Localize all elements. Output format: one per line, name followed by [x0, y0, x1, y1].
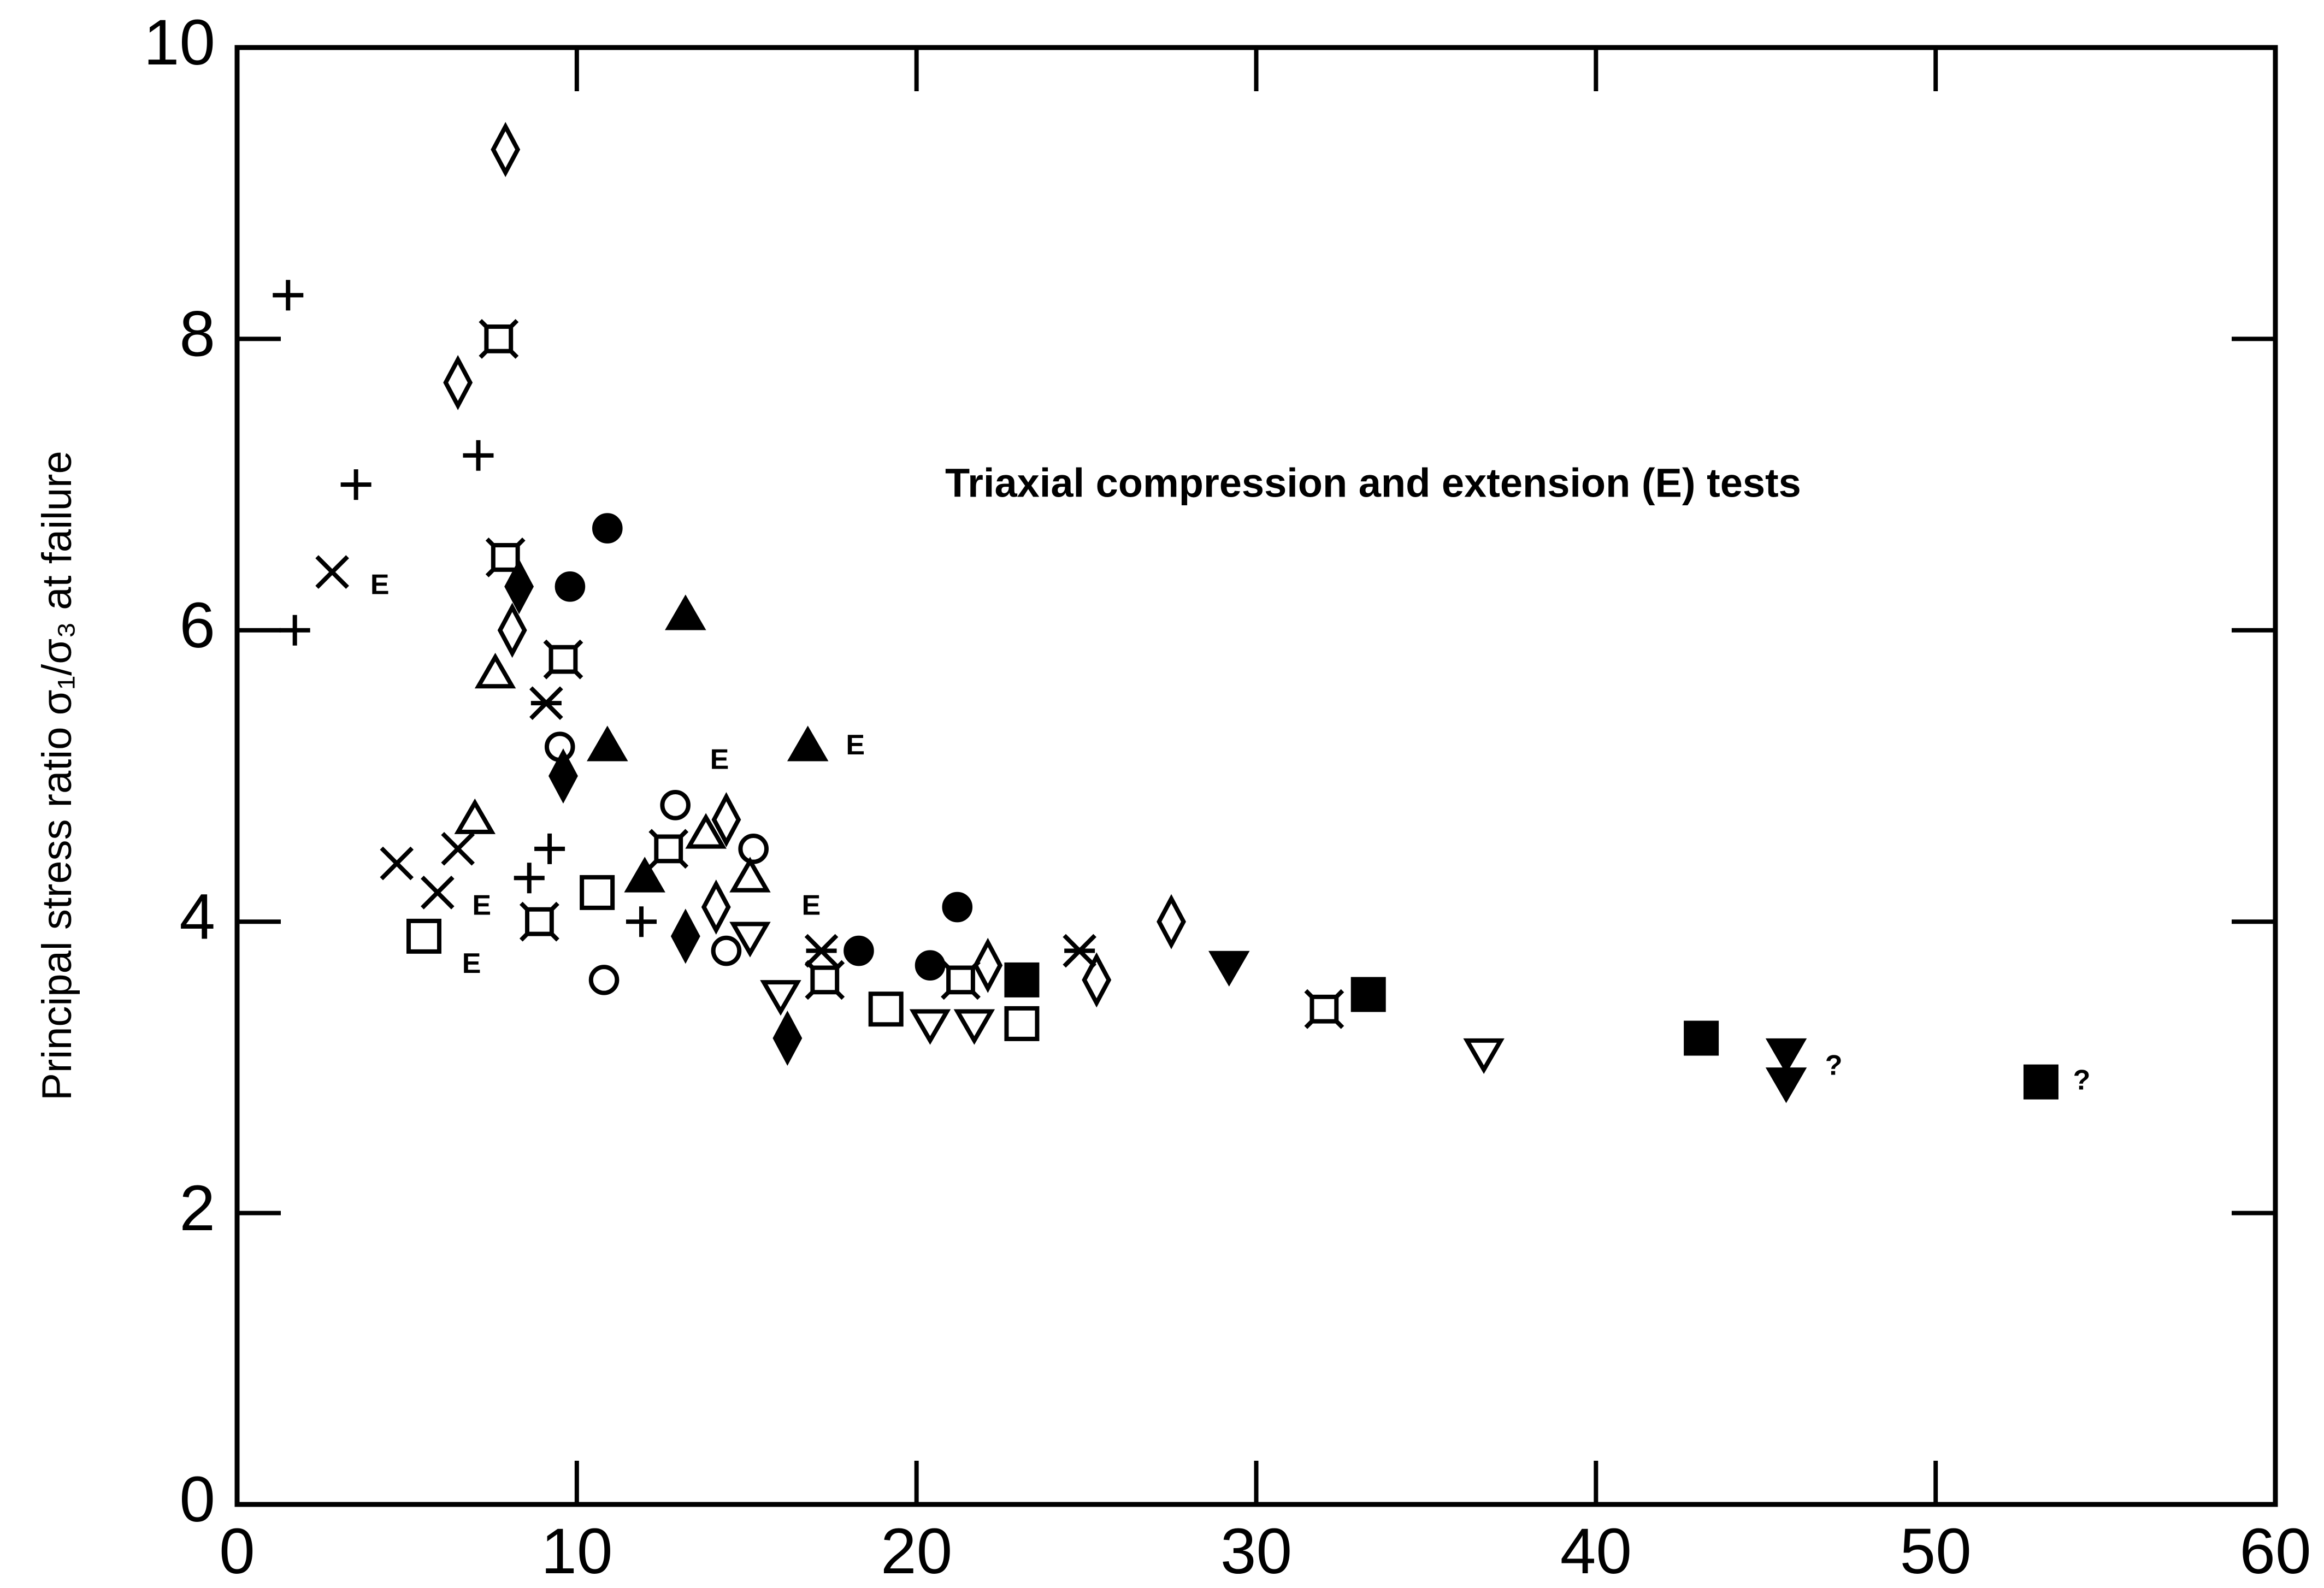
point: [942, 892, 973, 923]
point-note: E: [802, 889, 821, 921]
point: [665, 594, 706, 630]
point: [1208, 951, 1250, 987]
point: [1063, 934, 1096, 968]
point: [626, 906, 657, 937]
point: [580, 875, 615, 910]
point: [588, 965, 620, 995]
point: [529, 686, 563, 720]
y-tick-label: 8: [179, 298, 215, 370]
point: [648, 829, 689, 869]
point: [340, 469, 371, 500]
point: [1765, 1067, 1807, 1103]
x-tick-label: 20: [881, 1515, 952, 1587]
point: [443, 355, 473, 410]
x-tick-label: 30: [1220, 1515, 1292, 1587]
point: [760, 980, 801, 1016]
point: [973, 937, 1003, 993]
point: [1684, 1020, 1719, 1056]
y-tick-label: 4: [179, 881, 215, 953]
point-note: ?: [1825, 1050, 1843, 1082]
point: [1350, 977, 1386, 1012]
point: [711, 935, 742, 966]
point: [543, 639, 583, 680]
point-note: E: [846, 729, 865, 761]
y-tick-label: 10: [144, 7, 215, 79]
x-tick-label: 10: [541, 1515, 612, 1587]
point: [479, 318, 519, 359]
point-note: E: [472, 889, 491, 921]
y-tick-label: 0: [179, 1463, 215, 1536]
point-note: E: [710, 744, 729, 776]
point: [941, 960, 981, 1000]
x-tick-label: 40: [1560, 1515, 1632, 1587]
annotation: Triaxial compression and extension (E) t…: [945, 461, 1801, 506]
point: [701, 879, 731, 935]
point: [711, 792, 741, 848]
point: [421, 876, 455, 910]
point: [909, 1009, 951, 1045]
point: [474, 653, 516, 689]
y-tick-label: 2: [179, 1172, 215, 1244]
point: [953, 1009, 995, 1045]
point: [1765, 1038, 1807, 1075]
point: [592, 513, 623, 544]
point: [514, 863, 545, 894]
point: [520, 901, 559, 942]
x-tick-label: 50: [1900, 1515, 1972, 1587]
point-note: E: [370, 569, 390, 601]
point: [548, 748, 578, 804]
point-note: E: [462, 948, 481, 979]
point: [1304, 989, 1344, 1029]
y-tick-label: 6: [179, 589, 215, 662]
point: [1004, 962, 1040, 997]
point: [2023, 1064, 2058, 1100]
point: [497, 603, 527, 658]
point: [544, 731, 575, 762]
point: [844, 935, 874, 966]
point-note: ?: [2073, 1064, 2091, 1096]
point: [624, 857, 665, 893]
point: [454, 798, 496, 834]
point: [670, 908, 700, 964]
point: [1157, 894, 1186, 949]
point: [534, 833, 565, 864]
point: [915, 950, 946, 981]
point: [587, 725, 628, 761]
point: [315, 555, 349, 589]
point: [804, 934, 839, 968]
point: [787, 725, 829, 761]
point: [273, 280, 304, 311]
point: [738, 834, 769, 864]
point: [555, 571, 586, 602]
point: [660, 790, 691, 820]
point: [406, 918, 442, 954]
point: [504, 559, 534, 615]
point: [729, 922, 771, 958]
y-axis-label: Principal stress ratio σ₁/σ₃ at failure: [34, 451, 80, 1100]
point: [1082, 952, 1112, 1008]
point: [279, 615, 310, 646]
point: [729, 857, 771, 893]
x-tick-label: 0: [219, 1515, 255, 1587]
point: [868, 991, 904, 1027]
x-tick-label: 60: [2239, 1515, 2311, 1587]
point: [772, 1011, 803, 1066]
point: [463, 440, 494, 471]
point: [491, 122, 521, 178]
point: [1463, 1038, 1505, 1075]
point: [1004, 1006, 1040, 1041]
point: [380, 846, 414, 881]
point: [685, 813, 727, 849]
point: [441, 832, 475, 866]
